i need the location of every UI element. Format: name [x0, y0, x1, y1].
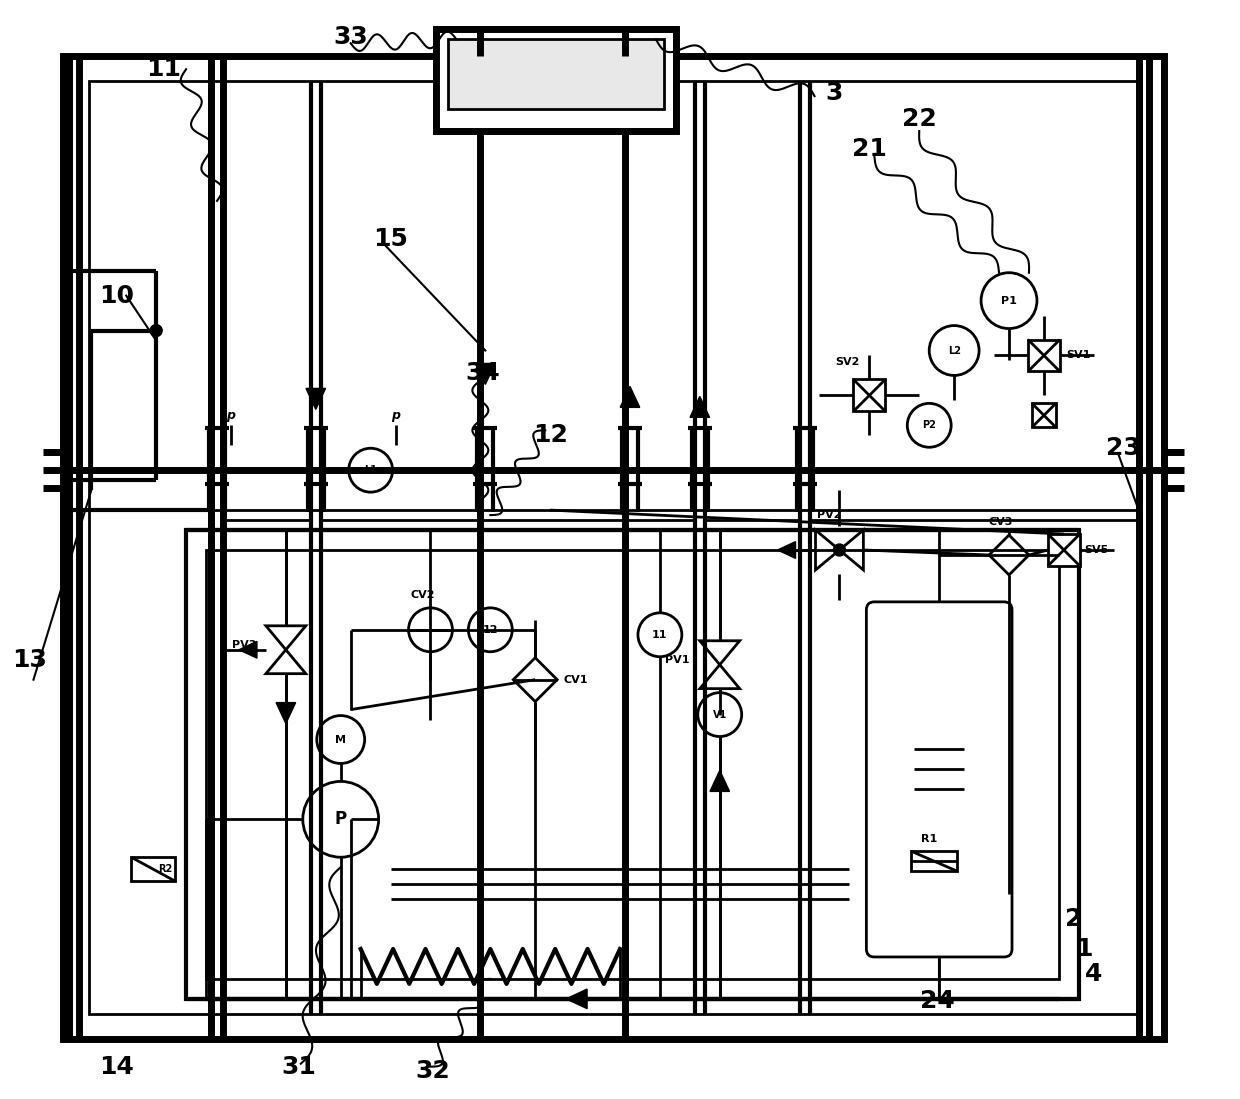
Text: P1: P1 [1001, 296, 1017, 306]
Bar [449, 40, 663, 109]
FancyBboxPatch shape [867, 602, 1012, 957]
Text: L1: L1 [365, 465, 377, 475]
Text: 21: 21 [852, 137, 887, 162]
Text: M: M [335, 734, 346, 744]
Text: R1: R1 [921, 834, 937, 844]
Bar [1032, 403, 1056, 428]
Text: SV2: SV2 [836, 357, 859, 367]
Text: 11: 11 [652, 630, 667, 640]
Bar [89, 81, 1138, 1013]
Polygon shape [620, 387, 640, 408]
Text: P2: P2 [923, 420, 936, 431]
Text: 4: 4 [1085, 962, 1102, 986]
Bar [131, 857, 175, 881]
Bar [911, 852, 957, 872]
Bar [186, 530, 1079, 999]
Text: p: p [227, 409, 236, 422]
Text: 15: 15 [373, 226, 408, 251]
Text: CV2: CV2 [410, 590, 435, 600]
Text: p: p [391, 409, 401, 422]
Text: 12: 12 [482, 625, 498, 635]
Text: 14: 14 [99, 1055, 134, 1079]
Text: 23: 23 [1106, 436, 1141, 460]
Bar [436, 30, 676, 131]
Text: 22: 22 [901, 107, 936, 131]
Text: 11: 11 [145, 57, 181, 81]
Polygon shape [689, 397, 709, 418]
Circle shape [150, 324, 162, 336]
Text: 12: 12 [533, 423, 568, 447]
Text: PV2: PV2 [817, 510, 842, 520]
Text: 33: 33 [334, 25, 368, 49]
Bar [63, 56, 1163, 1039]
Text: R2: R2 [159, 864, 172, 874]
Polygon shape [476, 364, 495, 385]
Text: CV1: CV1 [563, 675, 588, 685]
Text: 31: 31 [281, 1055, 316, 1079]
Bar [206, 550, 1059, 979]
Text: 3: 3 [826, 81, 843, 106]
Text: CV3: CV3 [988, 517, 1013, 528]
Text: PV3: PV3 [232, 640, 255, 650]
Text: P: P [335, 810, 347, 829]
Polygon shape [567, 989, 587, 1009]
Text: 32: 32 [415, 1058, 450, 1083]
Polygon shape [277, 702, 295, 723]
Bar [1048, 534, 1080, 566]
Text: L2: L2 [947, 345, 961, 355]
Text: SV1: SV1 [1066, 351, 1090, 360]
Polygon shape [239, 642, 257, 658]
Bar [853, 379, 885, 411]
Text: 10: 10 [99, 284, 134, 308]
Polygon shape [306, 388, 326, 409]
Text: 13: 13 [12, 647, 47, 671]
Text: 1: 1 [1075, 937, 1092, 961]
Polygon shape [777, 542, 796, 558]
Bar [1028, 340, 1060, 371]
Circle shape [833, 544, 846, 556]
Text: V1: V1 [713, 710, 727, 720]
Text: SV5: SV5 [1084, 545, 1109, 555]
Text: PV1: PV1 [666, 655, 689, 665]
Polygon shape [711, 770, 729, 791]
Text: 34: 34 [465, 362, 500, 386]
Text: 2: 2 [1065, 907, 1083, 931]
Text: 24: 24 [920, 989, 955, 1013]
